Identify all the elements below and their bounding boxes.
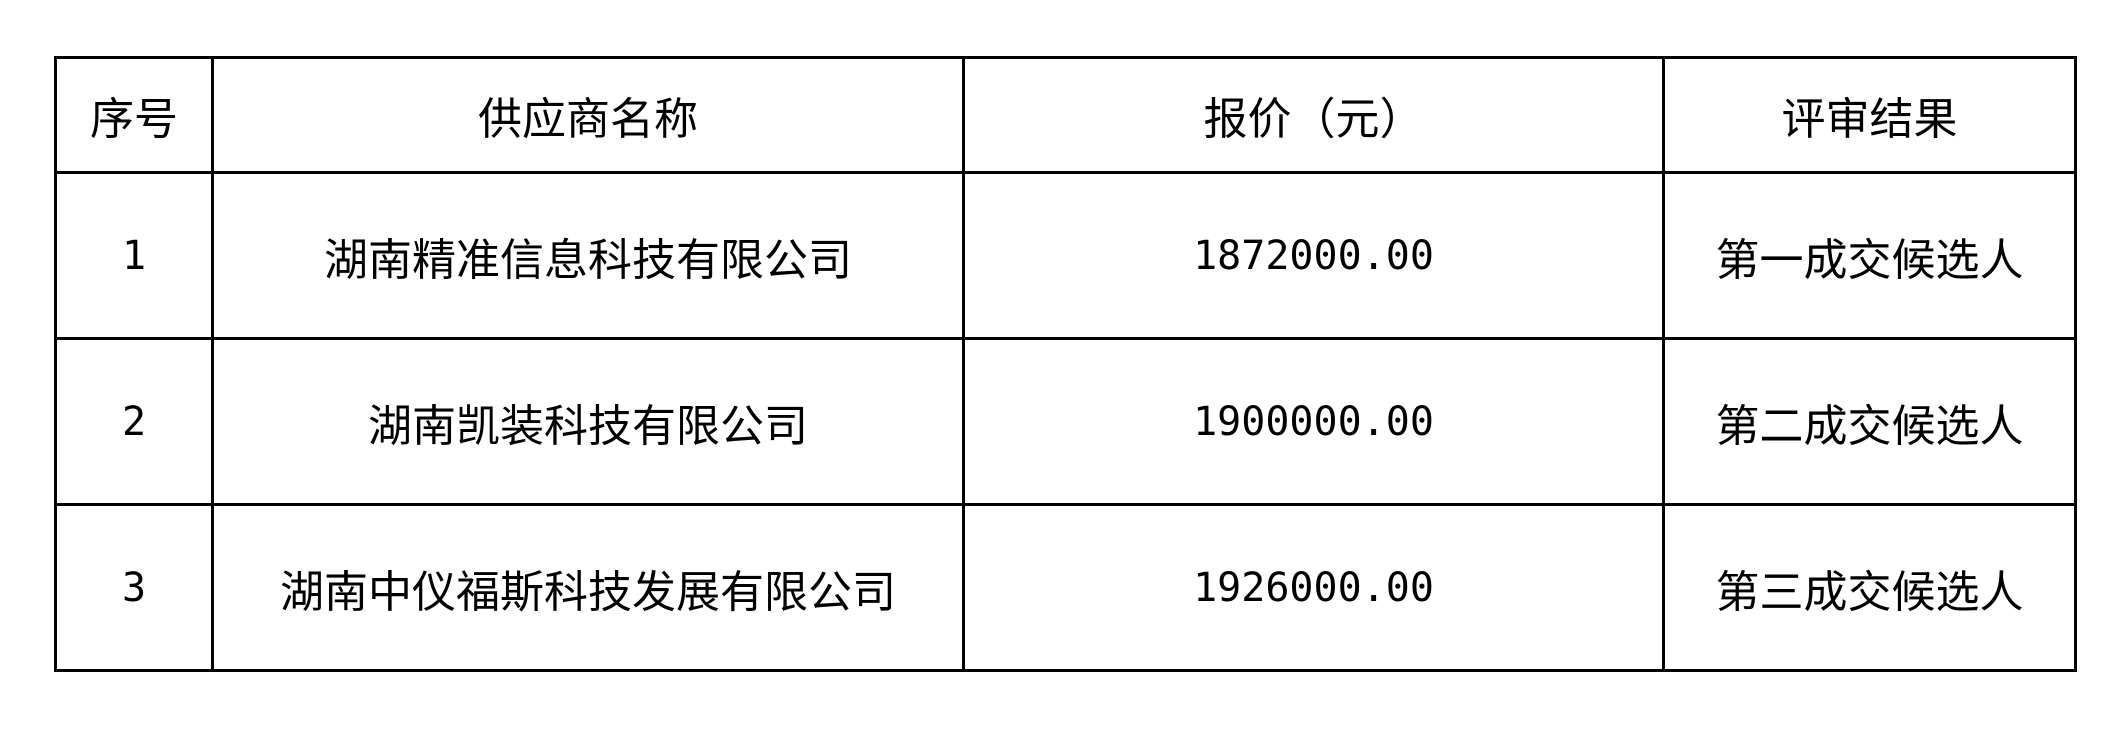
header-row: 序号 供应商名称 报价（元） 评审结果 [54,56,2077,174]
table-row: 1 湖南精准信息科技有限公司 1872000.00 第一成交候选人 [54,171,2077,340]
cell-price: 1926000.00 [962,503,1665,672]
cell-index: 1 [54,171,214,340]
header-price: 报价（元） [962,56,1665,174]
cell-supplier: 湖南凯装科技有限公司 [211,337,965,506]
cell-price: 1900000.00 [962,337,1665,506]
bid-results-table: 序号 供应商名称 报价（元） 评审结果 1 湖南精准信息科技有限公司 18720… [54,56,2077,672]
cell-result: 第三成交候选人 [1662,503,2077,672]
cell-price: 1872000.00 [962,171,1665,340]
table-row: 3 湖南中仪福斯科技发展有限公司 1926000.00 第三成交候选人 [54,503,2077,672]
cell-supplier: 湖南精准信息科技有限公司 [211,171,965,340]
header-supplier: 供应商名称 [211,56,965,174]
header-result: 评审结果 [1662,56,2077,174]
cell-supplier: 湖南中仪福斯科技发展有限公司 [211,503,965,672]
header-index: 序号 [54,56,214,174]
cell-result: 第一成交候选人 [1662,171,2077,340]
cell-result: 第二成交候选人 [1662,337,2077,506]
cell-index: 3 [54,503,214,672]
table-row: 2 湖南凯装科技有限公司 1900000.00 第二成交候选人 [54,337,2077,506]
cell-index: 2 [54,337,214,506]
